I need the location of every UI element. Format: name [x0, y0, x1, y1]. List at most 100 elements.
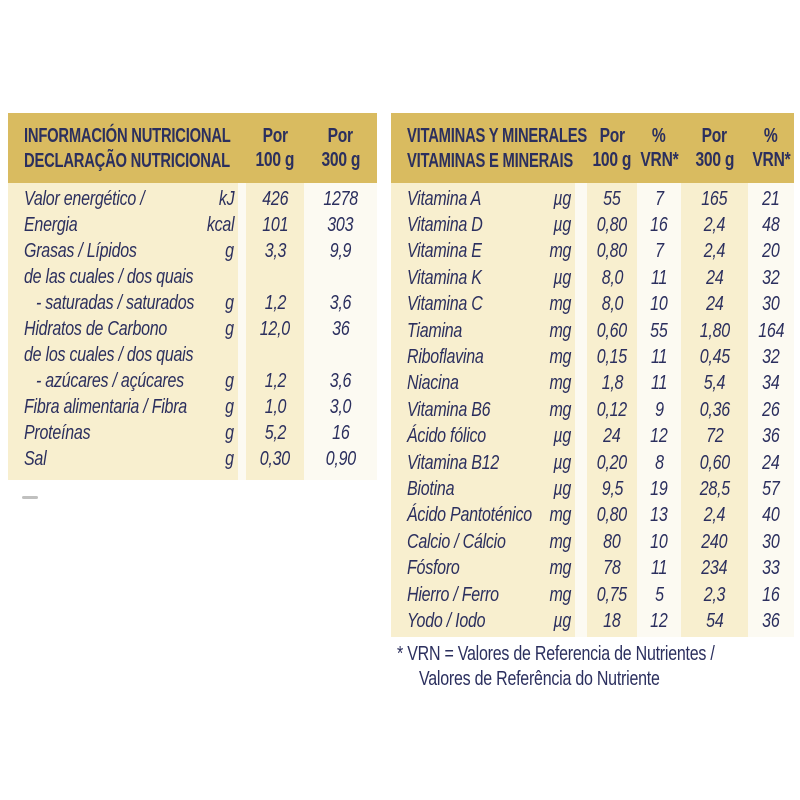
row-vrn-100g: 11: [637, 267, 681, 290]
vitamins-minerals-title: VITAMINAS Y MINERALES VITAMINAS E MINERA…: [391, 123, 587, 173]
row-per-300g: 3,0: [304, 396, 377, 419]
row-per-300g: 3,6: [304, 370, 377, 393]
row-label-text: Vitamina E: [407, 240, 482, 263]
row-vrn-100g-text: 11: [650, 346, 668, 369]
row-label-text: Vitamina K: [407, 266, 482, 289]
row-per-300g-text: 0,60: [699, 451, 730, 474]
col-header-per-300g: Por 300 g: [304, 124, 377, 172]
row-label: Vitamina B12: [391, 452, 541, 475]
row-per-100g-text: 0,60: [596, 319, 628, 342]
row-unit: mg: [541, 372, 575, 395]
row-unit-text: mg: [549, 240, 571, 263]
column-band-labels: [8, 183, 238, 480]
row-label-text: Grasas / Lípidos: [24, 239, 137, 262]
col-header-vrn-100g: % VRN*: [637, 124, 681, 172]
row-per-100g: 0,80: [587, 214, 637, 237]
row-vrn-300g: 24: [748, 452, 794, 475]
row-vrn-300g-text: 164: [757, 319, 784, 342]
row-per-300g-text: 24: [705, 293, 724, 316]
row-unit-text: g: [225, 369, 234, 392]
row-per-100g: 12,0: [246, 318, 304, 341]
table-row: Energia kcal 101 303: [8, 212, 377, 238]
table-row: Fósforo mg 78 11 234 33: [391, 555, 794, 581]
col-header-per-300g-word: Por: [327, 125, 354, 147]
table-row: Vitamina D µg 0,80 16 2,4 48: [391, 212, 794, 238]
row-vrn-300g: 34: [748, 372, 794, 395]
row-label-text: Hidratos de Carbono: [24, 317, 168, 340]
row-label-text: Vitamina B12: [407, 451, 499, 474]
row-vrn-100g: 11: [637, 557, 681, 580]
table-row: Biotina µg 9,5 19 28,5 57: [391, 476, 794, 502]
row-per-100g-text: 5,2: [264, 421, 286, 444]
col-header-per-100g-word: Por: [262, 125, 288, 147]
vitamins-minerals-table: VITAMINAS Y MINERALES VITAMINAS E MINERA…: [391, 113, 794, 637]
row-per-100g: 0,12: [587, 399, 637, 422]
row-per-100g-text: 1,8: [601, 372, 623, 395]
row-vrn-300g-text: 34: [762, 372, 780, 395]
row-label-text: Ácido Pantoténico: [407, 504, 532, 527]
row-unit-text: µg: [553, 187, 571, 210]
row-per-100g: 101: [246, 214, 304, 237]
row-per-300g: 2,4: [681, 214, 748, 237]
row-label-text: Vitamina D: [407, 214, 483, 237]
row-label-text: de las cuales / dos quais: [24, 265, 194, 288]
table-row: - saturadas / saturados g 1,2 3,6: [8, 290, 377, 316]
row-unit: g: [190, 396, 238, 419]
row-unit-text: kcal: [206, 213, 235, 236]
row-per-100g: 1,8: [587, 372, 637, 395]
row-label: Fibra alimentaria / Fibra: [8, 396, 190, 419]
row-label-text: Calcio / Cálcio: [407, 530, 506, 553]
row-vrn-100g: 12: [637, 610, 681, 633]
row-per-300g-text: 3,6: [329, 291, 352, 314]
row-label-text: - saturadas / saturados: [36, 291, 195, 314]
row-per-100g-text: 0,30: [259, 447, 291, 470]
row-vrn-300g: 57: [748, 478, 794, 501]
row-per-300g: 36: [304, 318, 377, 341]
row-vrn-300g-text: 30: [762, 293, 780, 316]
row-per-100g-text: 80: [603, 530, 621, 553]
row-label-text: de los cuales / dos quais: [24, 343, 194, 366]
row-per-300g: 2,4: [681, 240, 748, 263]
row-label: Biotina: [391, 478, 541, 501]
row-per-100g-text: 101: [261, 213, 288, 236]
row-per-300g: 165: [681, 188, 748, 211]
row-per-300g-text: 240: [701, 530, 728, 553]
row-per-100g: 0,80: [587, 240, 637, 263]
row-vrn-300g: 32: [748, 267, 794, 290]
row-unit: mg: [541, 504, 575, 527]
row-per-300g: 9,9: [304, 240, 377, 263]
row-vrn-300g: 26: [748, 399, 794, 422]
row-vrn-100g: 7: [637, 188, 681, 211]
row-per-100g-text: 1,0: [264, 395, 286, 418]
table-row: Niacina mg 1,8 11 5,4 34: [391, 371, 794, 397]
row-per-300g-text: 0,45: [699, 346, 730, 369]
row-label: de las cuales / dos quais: [8, 265, 194, 289]
row-per-300g-text: 2,4: [703, 240, 726, 263]
table-row: Ácido fólico µg 24 12 72 36: [391, 424, 794, 450]
row-per-100g-text: 9,5: [601, 477, 623, 500]
table-row: Proteínas g 5,2 16: [8, 420, 377, 446]
row-vrn-300g-text: 26: [762, 398, 780, 421]
row-per-300g: 0,45: [681, 346, 748, 369]
row-label: - azúcares / açúcares: [8, 370, 190, 393]
row-per-100g-text: 0,15: [596, 346, 628, 369]
row-per-300g: 0,36: [681, 399, 748, 422]
row-unit: kcal: [190, 214, 238, 237]
row-unit-text: µg: [553, 609, 571, 632]
nutrition-facts-header: INFORMACIÓN NUTRICIONAL DECLARAÇÃO NUTRI…: [8, 113, 377, 183]
row-unit-text: µg: [553, 477, 571, 500]
row-label: Vitamina C: [391, 293, 541, 316]
row-per-300g-text: 234: [701, 557, 728, 580]
row-label-text: Energia: [24, 213, 78, 236]
row-unit: mg: [541, 399, 575, 422]
table-row: Vitamina E mg 0,80 7 2,4 20: [391, 239, 794, 265]
row-label-text: Vitamina C: [407, 293, 483, 316]
row-unit: kJ: [190, 188, 238, 211]
row-per-300g-text: 3,0: [329, 395, 352, 418]
row-per-100g: 0,80: [587, 504, 637, 527]
row-per-100g: 0,20: [587, 452, 637, 475]
row-per-300g-text: 54: [705, 609, 724, 632]
row-per-300g: 0,60: [681, 452, 748, 475]
row-label-text: Tiamina: [407, 319, 463, 342]
row-unit-text: g: [225, 395, 234, 418]
